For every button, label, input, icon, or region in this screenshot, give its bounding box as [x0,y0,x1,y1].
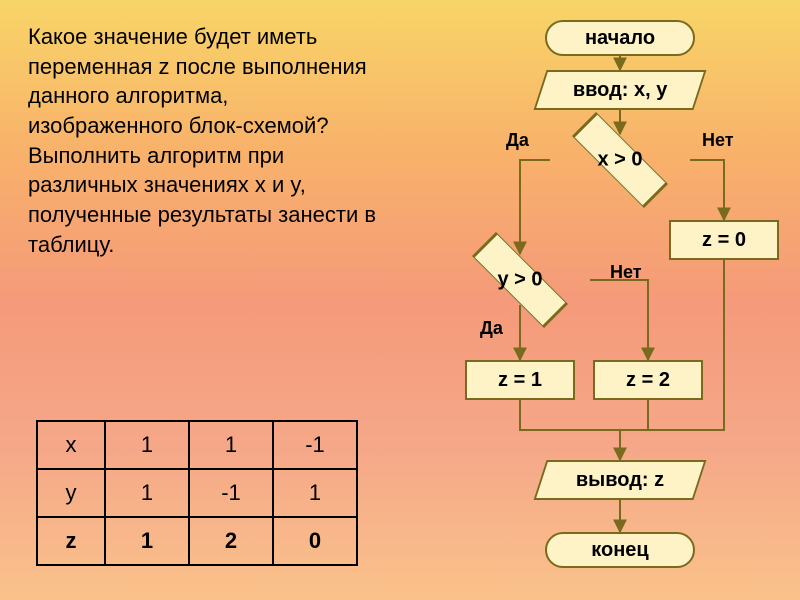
node-label: x > 0 [597,149,642,172]
node-decision-x: x > 0 [550,135,690,185]
flowchart: начало ввод: x, y x > 0 z = 0 y > 0 z = … [420,10,790,590]
node-label: z = 0 [702,229,746,252]
problem-text: Какое значение будет иметь переменная z … [28,22,388,260]
cell: 1 [105,517,189,565]
node-label: конец [591,539,648,562]
node-label: начало [585,27,655,50]
node-label: вывод: z [576,469,664,492]
table-row: x 1 1 -1 [37,421,357,469]
cell: x [37,421,105,469]
cell: 1 [105,421,189,469]
cell: z [37,517,105,565]
cell: y [37,469,105,517]
node-start: начало [545,20,695,56]
node-output: вывод: z [534,460,707,500]
cell: 2 [189,517,273,565]
edge-label-net1: Нет [702,130,734,151]
node-z1: z = 1 [465,360,575,400]
table-row: z 1 2 0 [37,517,357,565]
table-row: y 1 -1 1 [37,469,357,517]
cell: -1 [189,469,273,517]
node-label: y > 0 [497,269,542,292]
node-label: z = 1 [498,369,542,392]
node-z2: z = 2 [593,360,703,400]
cell: 1 [105,469,189,517]
edge-label-net2: Нет [610,262,642,283]
node-label: ввод: x, y [573,79,668,102]
cell: 1 [189,421,273,469]
cell: 0 [273,517,357,565]
node-decision-y: y > 0 [450,255,590,305]
edge-label-da2: Да [480,318,503,339]
node-z0: z = 0 [669,220,779,260]
node-end: конец [545,532,695,568]
cell: 1 [273,469,357,517]
edge-label-da1: Да [506,130,529,151]
node-input: ввод: x, y [534,70,707,110]
cell: -1 [273,421,357,469]
trace-table: x 1 1 -1 y 1 -1 1 z 1 2 0 [36,420,358,566]
node-label: z = 2 [626,369,670,392]
